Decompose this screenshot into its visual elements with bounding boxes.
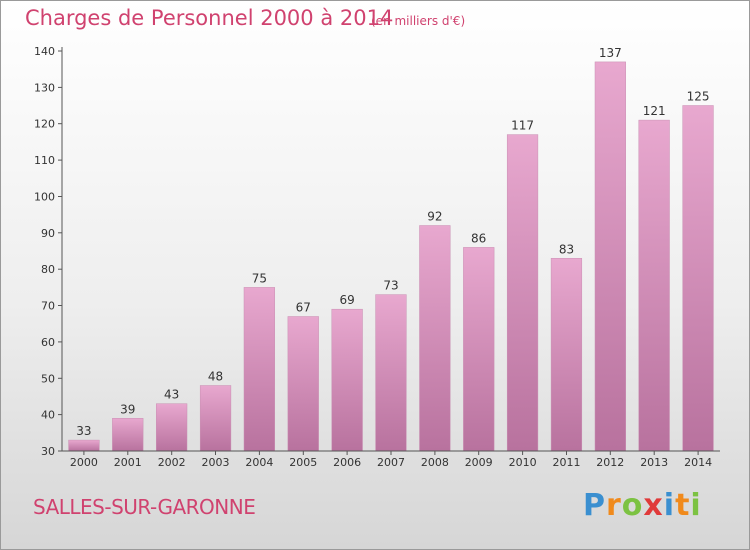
value-label-2007: 73 bbox=[383, 279, 398, 293]
logo-letter: t bbox=[675, 488, 691, 523]
logo-letter: P bbox=[583, 488, 606, 523]
value-label-2009: 86 bbox=[471, 231, 486, 245]
y-tick-label-140: 140 bbox=[34, 45, 55, 58]
x-tick-label-2004: 2004 bbox=[245, 456, 273, 469]
bar-2008 bbox=[419, 225, 451, 452]
bar-2004 bbox=[243, 287, 275, 452]
town-name: SALLES-SUR-GARONNE bbox=[33, 495, 256, 519]
bar-2007 bbox=[375, 294, 407, 452]
bar-2005 bbox=[287, 316, 319, 452]
value-label-2000: 33 bbox=[76, 424, 91, 438]
x-tick-label-2010: 2010 bbox=[509, 456, 537, 469]
x-tick-label-2005: 2005 bbox=[289, 456, 317, 469]
value-label-2014: 125 bbox=[687, 90, 710, 104]
x-tick-label-2013: 2013 bbox=[640, 456, 668, 469]
bar-2002 bbox=[156, 403, 188, 452]
bar-2003 bbox=[199, 385, 232, 452]
y-tick-label-120: 120 bbox=[34, 118, 55, 131]
labels-group: 33 2000 39 2001 43 2002 48 2003 75 2004 67 2005 69 20… bbox=[34, 45, 712, 469]
y-tick-label-130: 130 bbox=[34, 81, 55, 94]
value-label-2002: 43 bbox=[164, 388, 179, 402]
x-tick-label-2006: 2006 bbox=[333, 456, 361, 469]
y-tick-label-30: 30 bbox=[41, 445, 55, 458]
y-tick-label-90: 90 bbox=[41, 227, 55, 240]
value-label-2005: 67 bbox=[296, 301, 311, 315]
bars-group bbox=[68, 61, 714, 452]
bar-2010 bbox=[506, 134, 539, 452]
x-tick-label-2007: 2007 bbox=[377, 456, 405, 469]
x-tick-label-2003: 2003 bbox=[202, 456, 230, 469]
value-label-2004: 75 bbox=[252, 271, 267, 285]
y-tick-label-70: 70 bbox=[41, 300, 55, 313]
y-tick-label-80: 80 bbox=[41, 263, 55, 276]
bar-2014 bbox=[682, 105, 714, 452]
chart-subtitle: (en milliers d'€) bbox=[371, 14, 466, 28]
value-label-2012: 137 bbox=[599, 46, 622, 60]
logo-letter: x bbox=[643, 488, 664, 523]
logo-letter: i bbox=[690, 488, 702, 523]
bar-2011 bbox=[550, 258, 583, 452]
x-tick-label-2011: 2011 bbox=[553, 456, 581, 469]
x-tick-label-2002: 2002 bbox=[158, 456, 186, 469]
bar-2013 bbox=[638, 119, 670, 452]
value-label-2008: 92 bbox=[427, 210, 442, 224]
value-label-2010: 117 bbox=[511, 119, 534, 133]
value-label-2001: 39 bbox=[120, 402, 135, 416]
proxiti-logo: Proxiti bbox=[583, 488, 702, 523]
y-tick-label-110: 110 bbox=[34, 154, 55, 167]
x-tick-label-2000: 2000 bbox=[70, 456, 98, 469]
y-tick-label-40: 40 bbox=[41, 409, 55, 422]
x-tick-label-2012: 2012 bbox=[596, 456, 624, 469]
x-tick-label-2009: 2009 bbox=[465, 456, 493, 469]
bar-2006 bbox=[331, 308, 363, 452]
chart-title: Charges de Personnel 2000 à 2014 bbox=[25, 6, 394, 30]
logo-letter: r bbox=[606, 488, 622, 523]
value-label-2006: 69 bbox=[339, 293, 354, 307]
bar-2000 bbox=[68, 439, 100, 452]
logo-letter: o bbox=[621, 488, 644, 523]
axes-group bbox=[58, 47, 720, 455]
value-label-2011: 83 bbox=[559, 242, 574, 256]
value-label-2003: 48 bbox=[208, 370, 223, 384]
logo-letter: i bbox=[663, 488, 676, 523]
x-tick-label-2008: 2008 bbox=[421, 456, 449, 469]
y-tick-label-60: 60 bbox=[41, 336, 55, 349]
bar-2009 bbox=[463, 247, 495, 452]
bar-2012 bbox=[594, 61, 626, 452]
x-tick-label-2001: 2001 bbox=[114, 456, 142, 469]
value-label-2013: 121 bbox=[643, 104, 666, 118]
y-tick-label-100: 100 bbox=[34, 191, 55, 204]
x-tick-label-2014: 2014 bbox=[684, 456, 712, 469]
bar-2001 bbox=[112, 418, 144, 452]
y-tick-label-50: 50 bbox=[41, 372, 55, 385]
